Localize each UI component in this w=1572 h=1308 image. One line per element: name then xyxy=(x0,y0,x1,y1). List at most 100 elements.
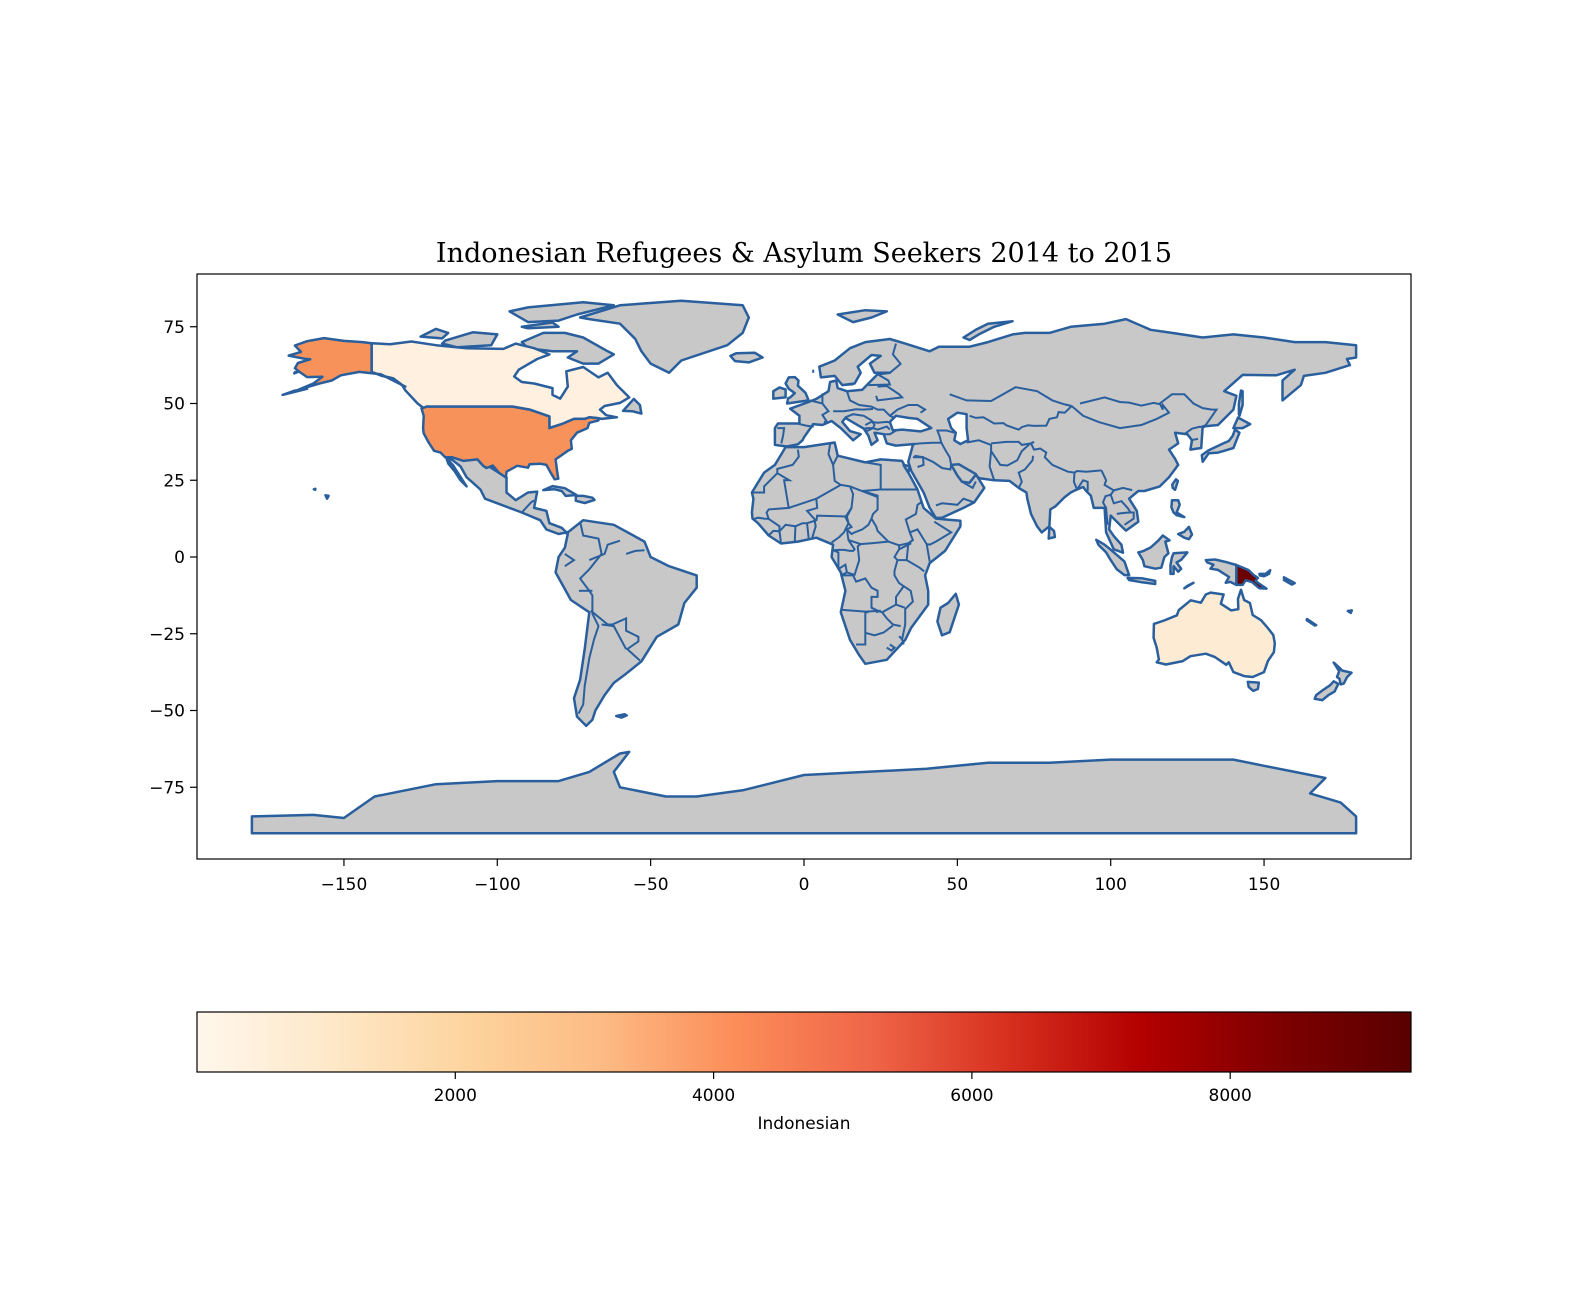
country-border xyxy=(806,519,817,538)
country-border xyxy=(521,499,535,514)
country-border xyxy=(577,521,603,715)
land-sakhalin xyxy=(1237,389,1244,418)
x-tick-label: 100 xyxy=(1094,875,1126,895)
country-border xyxy=(840,608,882,614)
land-madagascar xyxy=(936,592,961,637)
land-cuba xyxy=(542,484,578,498)
country-border xyxy=(935,497,975,507)
land-wrangel-alaska-islands xyxy=(293,370,301,375)
land-iceland xyxy=(729,351,764,364)
y-tick-label: −25 xyxy=(149,625,185,645)
x-tick-label: 150 xyxy=(1248,875,1280,895)
country-border xyxy=(889,404,927,417)
land-sumatra xyxy=(1095,538,1131,577)
country-border xyxy=(1071,393,1219,430)
country-border xyxy=(898,542,912,551)
country-border xyxy=(768,518,810,539)
country-border xyxy=(1072,472,1089,492)
land-arabian-sinai-fix xyxy=(902,463,912,474)
x-tick-label: 0 xyxy=(799,875,810,895)
x-tick-label: 50 xyxy=(947,875,969,895)
country-border xyxy=(856,624,867,646)
country-border xyxy=(788,497,819,522)
land-papua-new-guinea xyxy=(1235,563,1268,590)
land-newfoundland xyxy=(621,397,643,415)
country-border xyxy=(798,422,814,428)
land-hawaii xyxy=(312,487,317,492)
land-svalbard xyxy=(836,308,889,324)
country-border xyxy=(1183,425,1205,436)
country-border xyxy=(833,408,874,413)
land-caspian-hole xyxy=(946,411,970,446)
land-falklands xyxy=(615,712,628,719)
land-antarctica xyxy=(250,750,1358,835)
country-border xyxy=(865,624,894,637)
x-axis: −150 −100 −50 0 50 100 150 xyxy=(321,859,1280,895)
land-victoria-island xyxy=(440,331,499,349)
country-border xyxy=(823,420,828,424)
y-tick-label: 75 xyxy=(163,318,185,338)
land-greenland xyxy=(578,299,751,375)
country-border xyxy=(898,635,903,640)
country-border xyxy=(940,442,953,466)
country-border xyxy=(925,543,931,562)
country-border xyxy=(875,384,905,402)
land-banks xyxy=(419,327,450,340)
land-borneo xyxy=(1137,534,1171,570)
land-central-america-mexico xyxy=(443,455,568,536)
country-border xyxy=(837,543,862,577)
land-devon xyxy=(520,321,560,330)
country-border xyxy=(906,559,925,573)
x-tick-label: −100 xyxy=(474,875,521,895)
country-border xyxy=(865,425,891,431)
country-border xyxy=(1113,486,1133,492)
country-border xyxy=(1079,396,1160,407)
land-new-zealand-south xyxy=(1313,680,1340,702)
country-australia xyxy=(1152,588,1277,679)
country-border xyxy=(905,543,910,561)
colorbar-ticks: 2000 4000 6000 8000 xyxy=(434,1072,1252,1106)
land-new-guinea-west xyxy=(1204,558,1238,587)
land-sri-lanka xyxy=(1047,525,1057,540)
country-border xyxy=(886,643,897,652)
land-hokkaido xyxy=(1232,416,1252,430)
land-great-britain xyxy=(784,375,810,405)
land-hispaniola xyxy=(574,494,596,505)
land-solomons xyxy=(1282,576,1296,586)
land-baffin xyxy=(520,331,616,365)
country-border xyxy=(848,539,889,546)
land-tasmania xyxy=(1246,680,1261,693)
y-tick-label: 25 xyxy=(163,471,185,491)
country-united-states-of-america xyxy=(420,405,600,481)
land-eurasia xyxy=(773,317,1358,554)
colorbar-tick-label: 6000 xyxy=(950,1086,993,1106)
land-java xyxy=(1126,576,1157,586)
country-border xyxy=(889,343,902,374)
colorbar-tick-label: 2000 xyxy=(434,1086,477,1106)
land-mindanao xyxy=(1176,525,1194,541)
land-ireland xyxy=(772,386,787,400)
country-border xyxy=(895,603,906,609)
country-border xyxy=(588,539,621,562)
country-border xyxy=(767,529,782,544)
land-black-sea-hole xyxy=(888,414,933,433)
country-border xyxy=(864,611,869,625)
colorbar: 2000 4000 6000 8000 Indonesian xyxy=(196,1011,1412,1134)
country-border xyxy=(949,386,1072,407)
country-border xyxy=(912,456,925,468)
colorbar-tick-label: 4000 xyxy=(692,1086,735,1106)
country-border xyxy=(1109,494,1135,526)
country-border xyxy=(777,427,786,444)
land-new-britain xyxy=(1258,568,1272,578)
colorbar-tick-label: 8000 xyxy=(1209,1086,1252,1106)
country-border xyxy=(753,472,793,521)
country-border xyxy=(809,399,830,423)
land-philippines-luzon xyxy=(1170,498,1186,519)
country-border xyxy=(832,549,842,573)
y-tick-label: −50 xyxy=(149,702,185,722)
country-border xyxy=(793,526,797,542)
land-baja xyxy=(445,457,468,488)
y-axis: 75 50 25 0 −25 −50 −75 xyxy=(149,318,197,798)
land-layer xyxy=(250,299,1358,835)
